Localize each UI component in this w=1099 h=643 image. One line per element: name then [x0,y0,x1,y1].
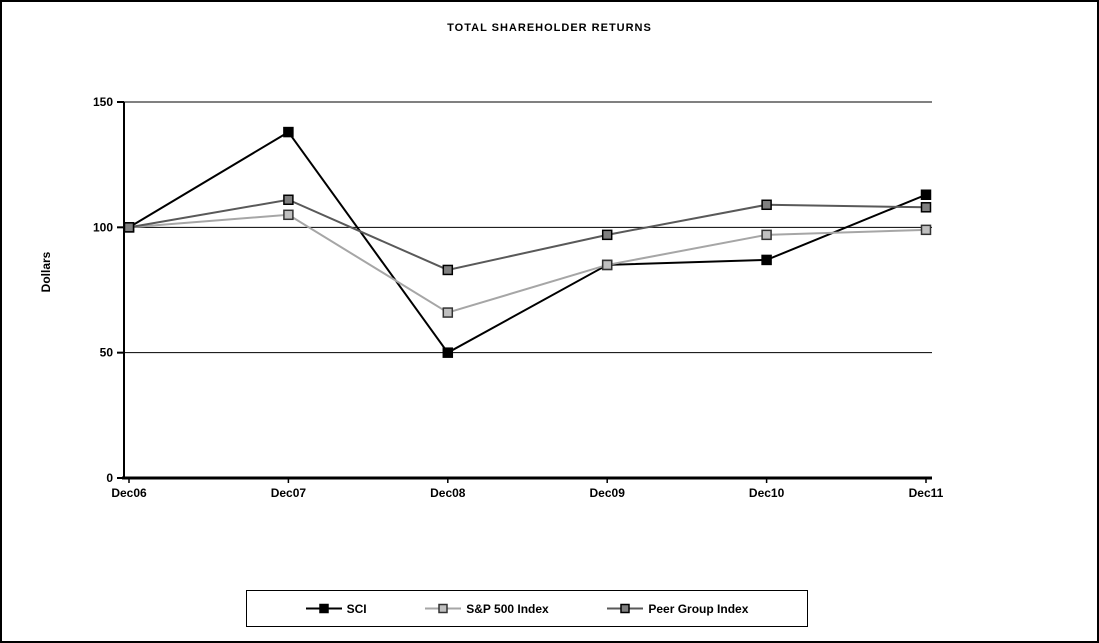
series-marker [761,199,772,211]
series-marker [601,229,613,241]
series-line [128,213,927,314]
y-tick-label: 100 [93,220,113,234]
series-marker [442,307,454,318]
legend-marker-icon [425,603,462,614]
series-marker [920,189,932,200]
y-tick-label: 0 [106,471,113,485]
x-tick-label: Dec11 [909,486,944,500]
series-marker [442,264,454,276]
legend-item-1: S&P 500 Index [425,602,549,616]
legend-label: SCI [346,601,367,616]
y-tick-label: 150 [93,95,113,109]
series-marker [761,254,772,266]
legend: SCI S&P 500 Index Peer Group Index [246,590,808,627]
series-marker [283,194,294,206]
series-line [128,130,927,354]
x-tick-label: Dec07 [271,486,307,500]
y-tick-label: 50 [100,346,114,360]
legend-label: Peer Group Index [648,601,749,616]
legend-item-2: Peer Group Index [607,602,748,616]
series-marker [283,209,294,221]
series-marker [920,224,932,236]
series-line [128,198,927,271]
x-tick-label: Dec09 [590,486,626,500]
x-tick-label: Dec08 [430,486,466,500]
series-marker [601,259,613,271]
legend-marker-icon [305,603,342,614]
legend-item-0: SCI [305,601,367,616]
legend-label: S&P 500 Index [466,601,549,616]
x-tick-label: Dec10 [749,486,785,500]
series-marker [442,347,454,358]
series-marker [123,222,135,233]
series-marker [920,202,932,213]
legend-marker-icon [607,603,644,614]
series-marker [761,229,772,241]
series-marker [283,126,294,138]
x-tick-label: Dec06 [111,486,147,500]
chart-title: TOTAL SHAREHOLDER RETURNS [447,22,652,34]
